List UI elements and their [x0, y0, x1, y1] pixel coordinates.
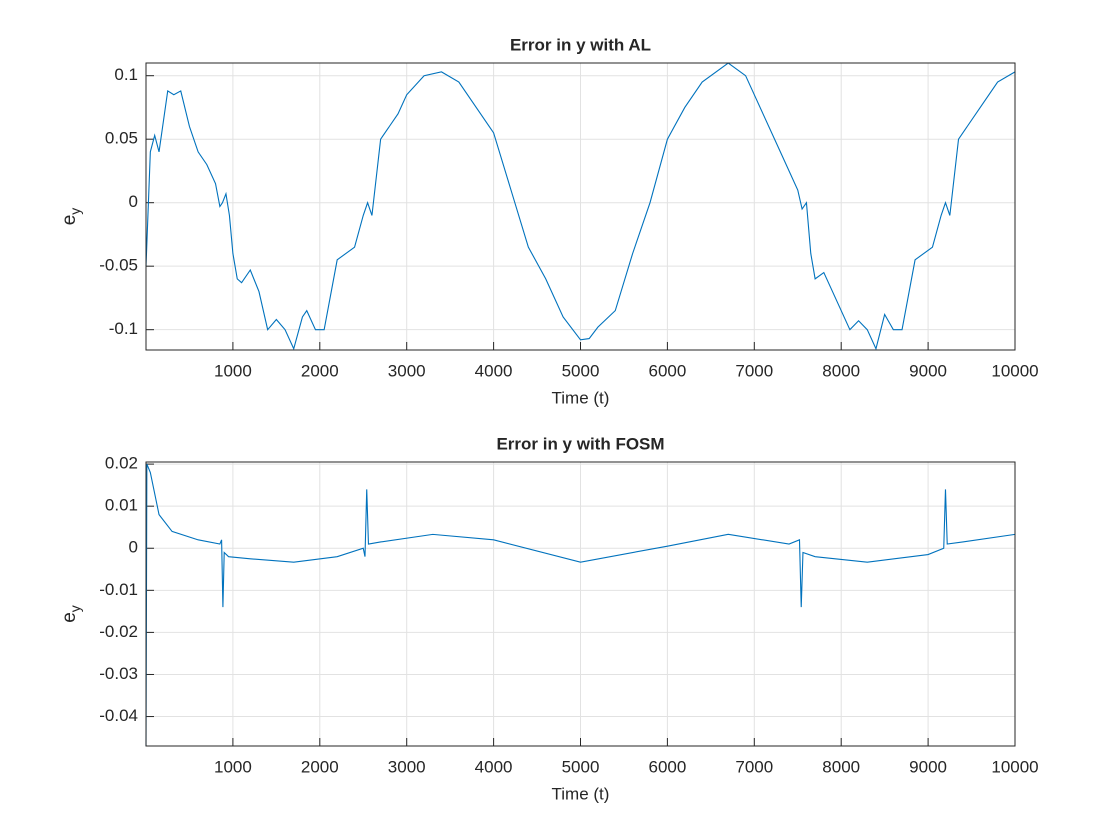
x-tick-label: 7000 [735, 361, 773, 380]
y-tick-label: -0.1 [109, 319, 138, 338]
y-axis-label: ey [59, 605, 83, 623]
axes-frame [145, 461, 1016, 747]
x-tick-label: 6000 [648, 757, 686, 776]
x-tick-label: 7000 [735, 757, 773, 776]
y-tick-label: -0.02 [99, 622, 138, 641]
x-tick-label: 2000 [301, 757, 339, 776]
y-label-subscript: y [67, 605, 83, 612]
y-tick-label: 0.01 [105, 496, 138, 515]
x-tick-label: 6000 [648, 361, 686, 380]
x-axis-label: Time (t) [552, 784, 610, 803]
y-tick-label: -0.05 [99, 256, 138, 275]
y-tick-label: 0 [129, 538, 138, 557]
x-tick-label: 3000 [388, 361, 426, 380]
y-tick-label: 0.05 [105, 129, 138, 148]
x-tick-label: 8000 [822, 757, 860, 776]
x-tick-label: 5000 [562, 361, 600, 380]
y-label-subscript: y [67, 208, 83, 215]
x-tick-label: 1000 [214, 361, 252, 380]
y-tick-label: -0.03 [99, 664, 138, 683]
x-tick-label: 9000 [909, 757, 947, 776]
y-label-base: e [59, 612, 80, 623]
y-tick-label: 0.1 [114, 65, 138, 84]
y-axis-label: ey [59, 208, 83, 226]
axes-frame [145, 62, 1016, 351]
y-label-base: e [59, 215, 80, 226]
x-tick-label: 9000 [909, 361, 947, 380]
x-tick-label: 1000 [214, 757, 252, 776]
x-tick-label: 10000 [991, 757, 1038, 776]
x-tick-label: 10000 [991, 361, 1038, 380]
y-tick-label: -0.01 [99, 580, 138, 599]
y-tick-label: 0.02 [105, 454, 138, 473]
data-line [145, 62, 1016, 351]
x-tick-label: 8000 [822, 361, 860, 380]
data-line [145, 463, 1016, 747]
y-tick-label: -0.04 [99, 706, 138, 725]
chart-title: Error in y with AL [510, 35, 651, 54]
x-axis-label: Time (t) [552, 388, 610, 407]
y-tick-label: 0 [129, 192, 138, 211]
x-tick-label: 5000 [562, 757, 600, 776]
chart-title: Error in y with FOSM [496, 434, 664, 453]
x-tick-label: 4000 [475, 757, 513, 776]
x-tick-label: 4000 [475, 361, 513, 380]
x-tick-label: 2000 [301, 361, 339, 380]
x-tick-label: 3000 [388, 757, 426, 776]
